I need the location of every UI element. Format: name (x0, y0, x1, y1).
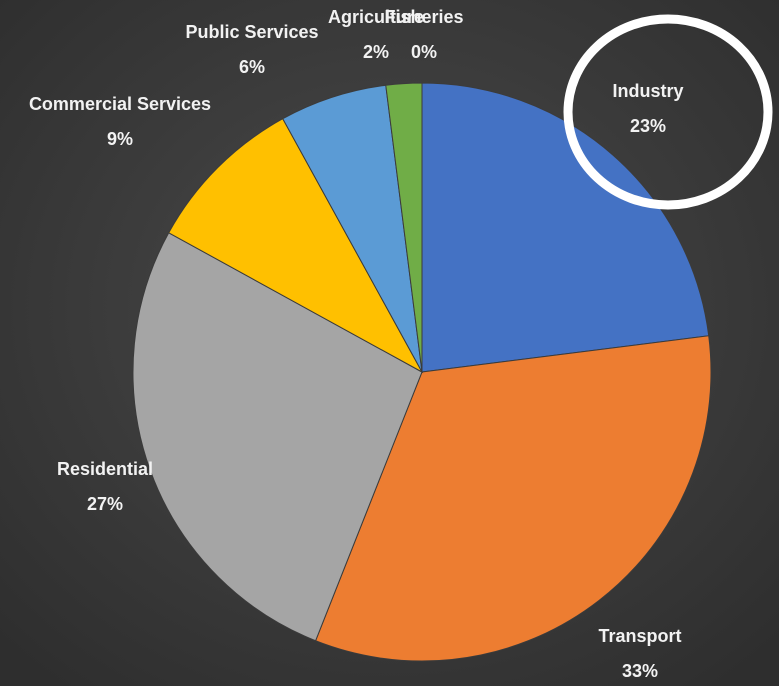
labels: Industry 23% Transport 33% Residential 27% Com… (29, 7, 684, 681)
pie-slice (314, 335, 712, 662)
slice-label: Agriculture (328, 7, 424, 27)
slice-label: Industry (612, 81, 683, 101)
value-label: 6% (239, 57, 265, 77)
pie-slice (132, 232, 423, 642)
highlight-circle (563, 14, 773, 210)
value-label: 27% (87, 494, 123, 514)
value-label: 9% (107, 129, 133, 149)
slice-label: Transport (598, 626, 681, 646)
slice-label: Public Services (185, 22, 318, 42)
pie (132, 82, 712, 662)
slice-label: Commercial Services (29, 94, 211, 114)
pie-slice (421, 82, 710, 373)
value-label: 0% (411, 42, 437, 62)
slice-label: Residential (57, 459, 153, 479)
value-label: 33% (622, 661, 658, 681)
pie-slice (168, 118, 424, 374)
value-label: 23% (630, 116, 666, 136)
value-label: 2% (363, 42, 389, 62)
slice-label: Fisheries (384, 7, 463, 27)
